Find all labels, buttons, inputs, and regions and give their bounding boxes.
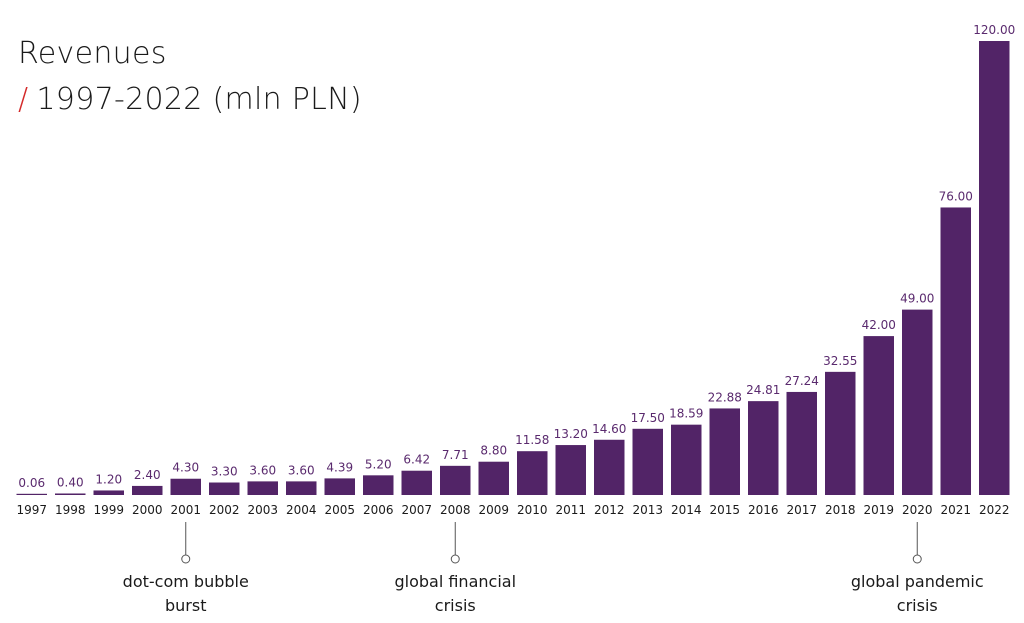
value-label-1999: 1.20 (95, 472, 122, 486)
bar-2002 (209, 482, 240, 495)
bar-2006 (363, 475, 394, 495)
value-label-1997: 0.06 (18, 476, 45, 490)
year-label-2001: 2001 (170, 503, 201, 517)
bar-1999 (93, 490, 124, 495)
year-label-2021: 2021 (940, 503, 971, 517)
year-label-2016: 2016 (748, 503, 779, 517)
year-label-2015: 2015 (709, 503, 740, 517)
bar-2020 (902, 309, 933, 495)
value-label-2018: 32.55 (823, 354, 857, 368)
year-label-2020: 2020 (902, 503, 933, 517)
value-label-2000: 2.40 (134, 468, 161, 482)
year-label-2011: 2011 (555, 503, 586, 517)
value-label-2007: 6.42 (403, 453, 430, 467)
bar-2019 (863, 336, 894, 495)
bar-2013 (632, 428, 663, 495)
year-label-2005: 2005 (324, 503, 355, 517)
bar-2000 (132, 485, 163, 495)
chart-subtitle: /1997-2022 (mln PLN) (18, 82, 362, 117)
annotation-text-2008: global financial (394, 572, 516, 591)
bar-2009 (478, 461, 509, 495)
bar-2005 (324, 478, 355, 495)
bar-2021 (940, 207, 971, 495)
bar-2016 (748, 401, 779, 495)
annotation-text-2001: dot-com bubble (123, 572, 249, 591)
bar-2004 (286, 481, 317, 495)
year-label-2019: 2019 (863, 503, 894, 517)
year-label-2022: 2022 (979, 503, 1010, 517)
value-label-2013: 17.50 (631, 411, 665, 425)
value-label-2017: 27.24 (785, 374, 819, 388)
annotation-text-2008: crisis (435, 596, 476, 615)
bar-2001 (170, 478, 201, 495)
year-label-2018: 2018 (825, 503, 856, 517)
bar-2007 (401, 470, 432, 495)
annotation-marker-2001 (181, 554, 191, 564)
value-label-1998: 0.40 (57, 475, 84, 489)
value-label-2002: 3.30 (211, 465, 238, 479)
year-label-2004: 2004 (286, 503, 317, 517)
value-label-2003: 3.60 (249, 463, 276, 477)
value-label-2005: 4.39 (326, 460, 353, 474)
subtitle-slash: / (18, 82, 29, 117)
annotation-text-2001: burst (165, 596, 206, 615)
bar-1997 (16, 493, 47, 495)
bar-2012 (594, 439, 625, 495)
value-label-2015: 22.88 (708, 390, 742, 404)
year-label-2013: 2013 (632, 503, 663, 517)
value-label-2011: 13.20 (554, 427, 588, 441)
value-label-2022: 120.00 (973, 23, 1015, 37)
bar-2003 (247, 481, 278, 495)
year-label-2009: 2009 (478, 503, 509, 517)
value-label-2010: 11.58 (515, 433, 549, 447)
year-label-1999: 1999 (93, 503, 124, 517)
value-label-2016: 24.81 (746, 383, 780, 397)
year-label-2012: 2012 (594, 503, 625, 517)
subtitle-text: 1997-2022 (mln PLN) (36, 82, 362, 117)
bar-2015 (709, 408, 740, 495)
bar-2018 (825, 371, 856, 495)
year-label-2003: 2003 (247, 503, 278, 517)
value-label-2008: 7.71 (442, 448, 469, 462)
bar-2014 (671, 424, 702, 495)
bar-2010 (517, 451, 548, 495)
annotation-marker-2020 (912, 554, 922, 564)
year-label-1998: 1998 (55, 503, 86, 517)
year-label-2010: 2010 (517, 503, 548, 517)
value-label-2020: 49.00 (900, 292, 934, 306)
annotation-text-2020: crisis (897, 596, 938, 615)
year-label-2000: 2000 (132, 503, 163, 517)
value-label-2009: 8.80 (480, 444, 507, 458)
bar-2022 (979, 41, 1010, 495)
year-label-1997: 1997 (16, 503, 47, 517)
bar-2011 (555, 445, 586, 495)
value-label-2012: 14.60 (592, 422, 626, 436)
chart-title: Revenues (18, 36, 167, 71)
value-label-2006: 5.20 (365, 457, 392, 471)
annotation-marker-2008 (450, 554, 460, 564)
bar-2017 (786, 391, 817, 495)
bar-1998 (55, 493, 86, 495)
year-label-2014: 2014 (671, 503, 702, 517)
value-label-2004: 3.60 (288, 463, 315, 477)
value-label-2001: 4.30 (172, 461, 199, 475)
value-label-2019: 42.00 (862, 318, 896, 332)
bar-2008 (440, 465, 471, 495)
value-label-2021: 76.00 (939, 189, 973, 203)
year-label-2017: 2017 (786, 503, 817, 517)
year-label-2002: 2002 (209, 503, 240, 517)
year-label-2006: 2006 (363, 503, 394, 517)
value-label-2014: 18.59 (669, 407, 703, 421)
year-label-2007: 2007 (401, 503, 432, 517)
year-label-2008: 2008 (440, 503, 471, 517)
annotation-text-2020: global pandemic (851, 572, 984, 591)
